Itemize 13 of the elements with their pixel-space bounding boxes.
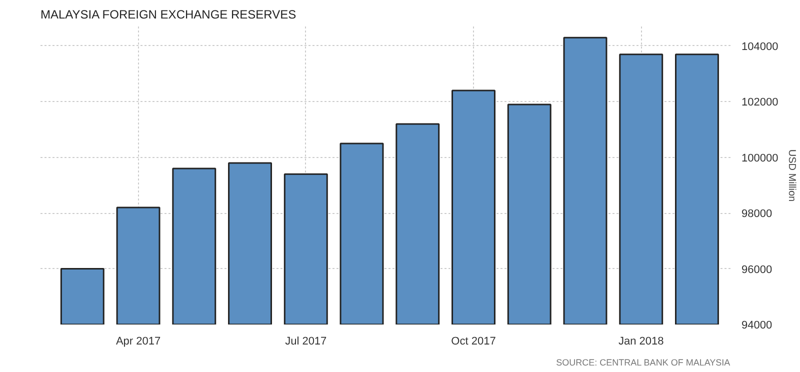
source-note: SOURCE: CENTRAL BANK OF MALAYSIA xyxy=(556,358,730,368)
x-tick-label: Oct 2017 xyxy=(451,336,496,348)
y-tick-label: 96000 xyxy=(742,264,772,276)
y-axis-title: USD Million xyxy=(786,149,798,202)
x-tick-label: Jul 2017 xyxy=(285,336,327,348)
y-tick-label: 98000 xyxy=(742,208,772,220)
y-tick-label: 104000 xyxy=(742,40,778,53)
x-tick-label: Jan 2018 xyxy=(618,336,664,348)
y-tick-label: 102000 xyxy=(742,96,778,109)
x-tick-label: Apr 2017 xyxy=(116,336,161,348)
y-tick-label: 94000 xyxy=(742,320,772,332)
y-tick-label: 100000 xyxy=(742,152,778,164)
chart-title: MALAYSIA FOREIGN EXCHANGE RESERVES xyxy=(40,8,296,22)
